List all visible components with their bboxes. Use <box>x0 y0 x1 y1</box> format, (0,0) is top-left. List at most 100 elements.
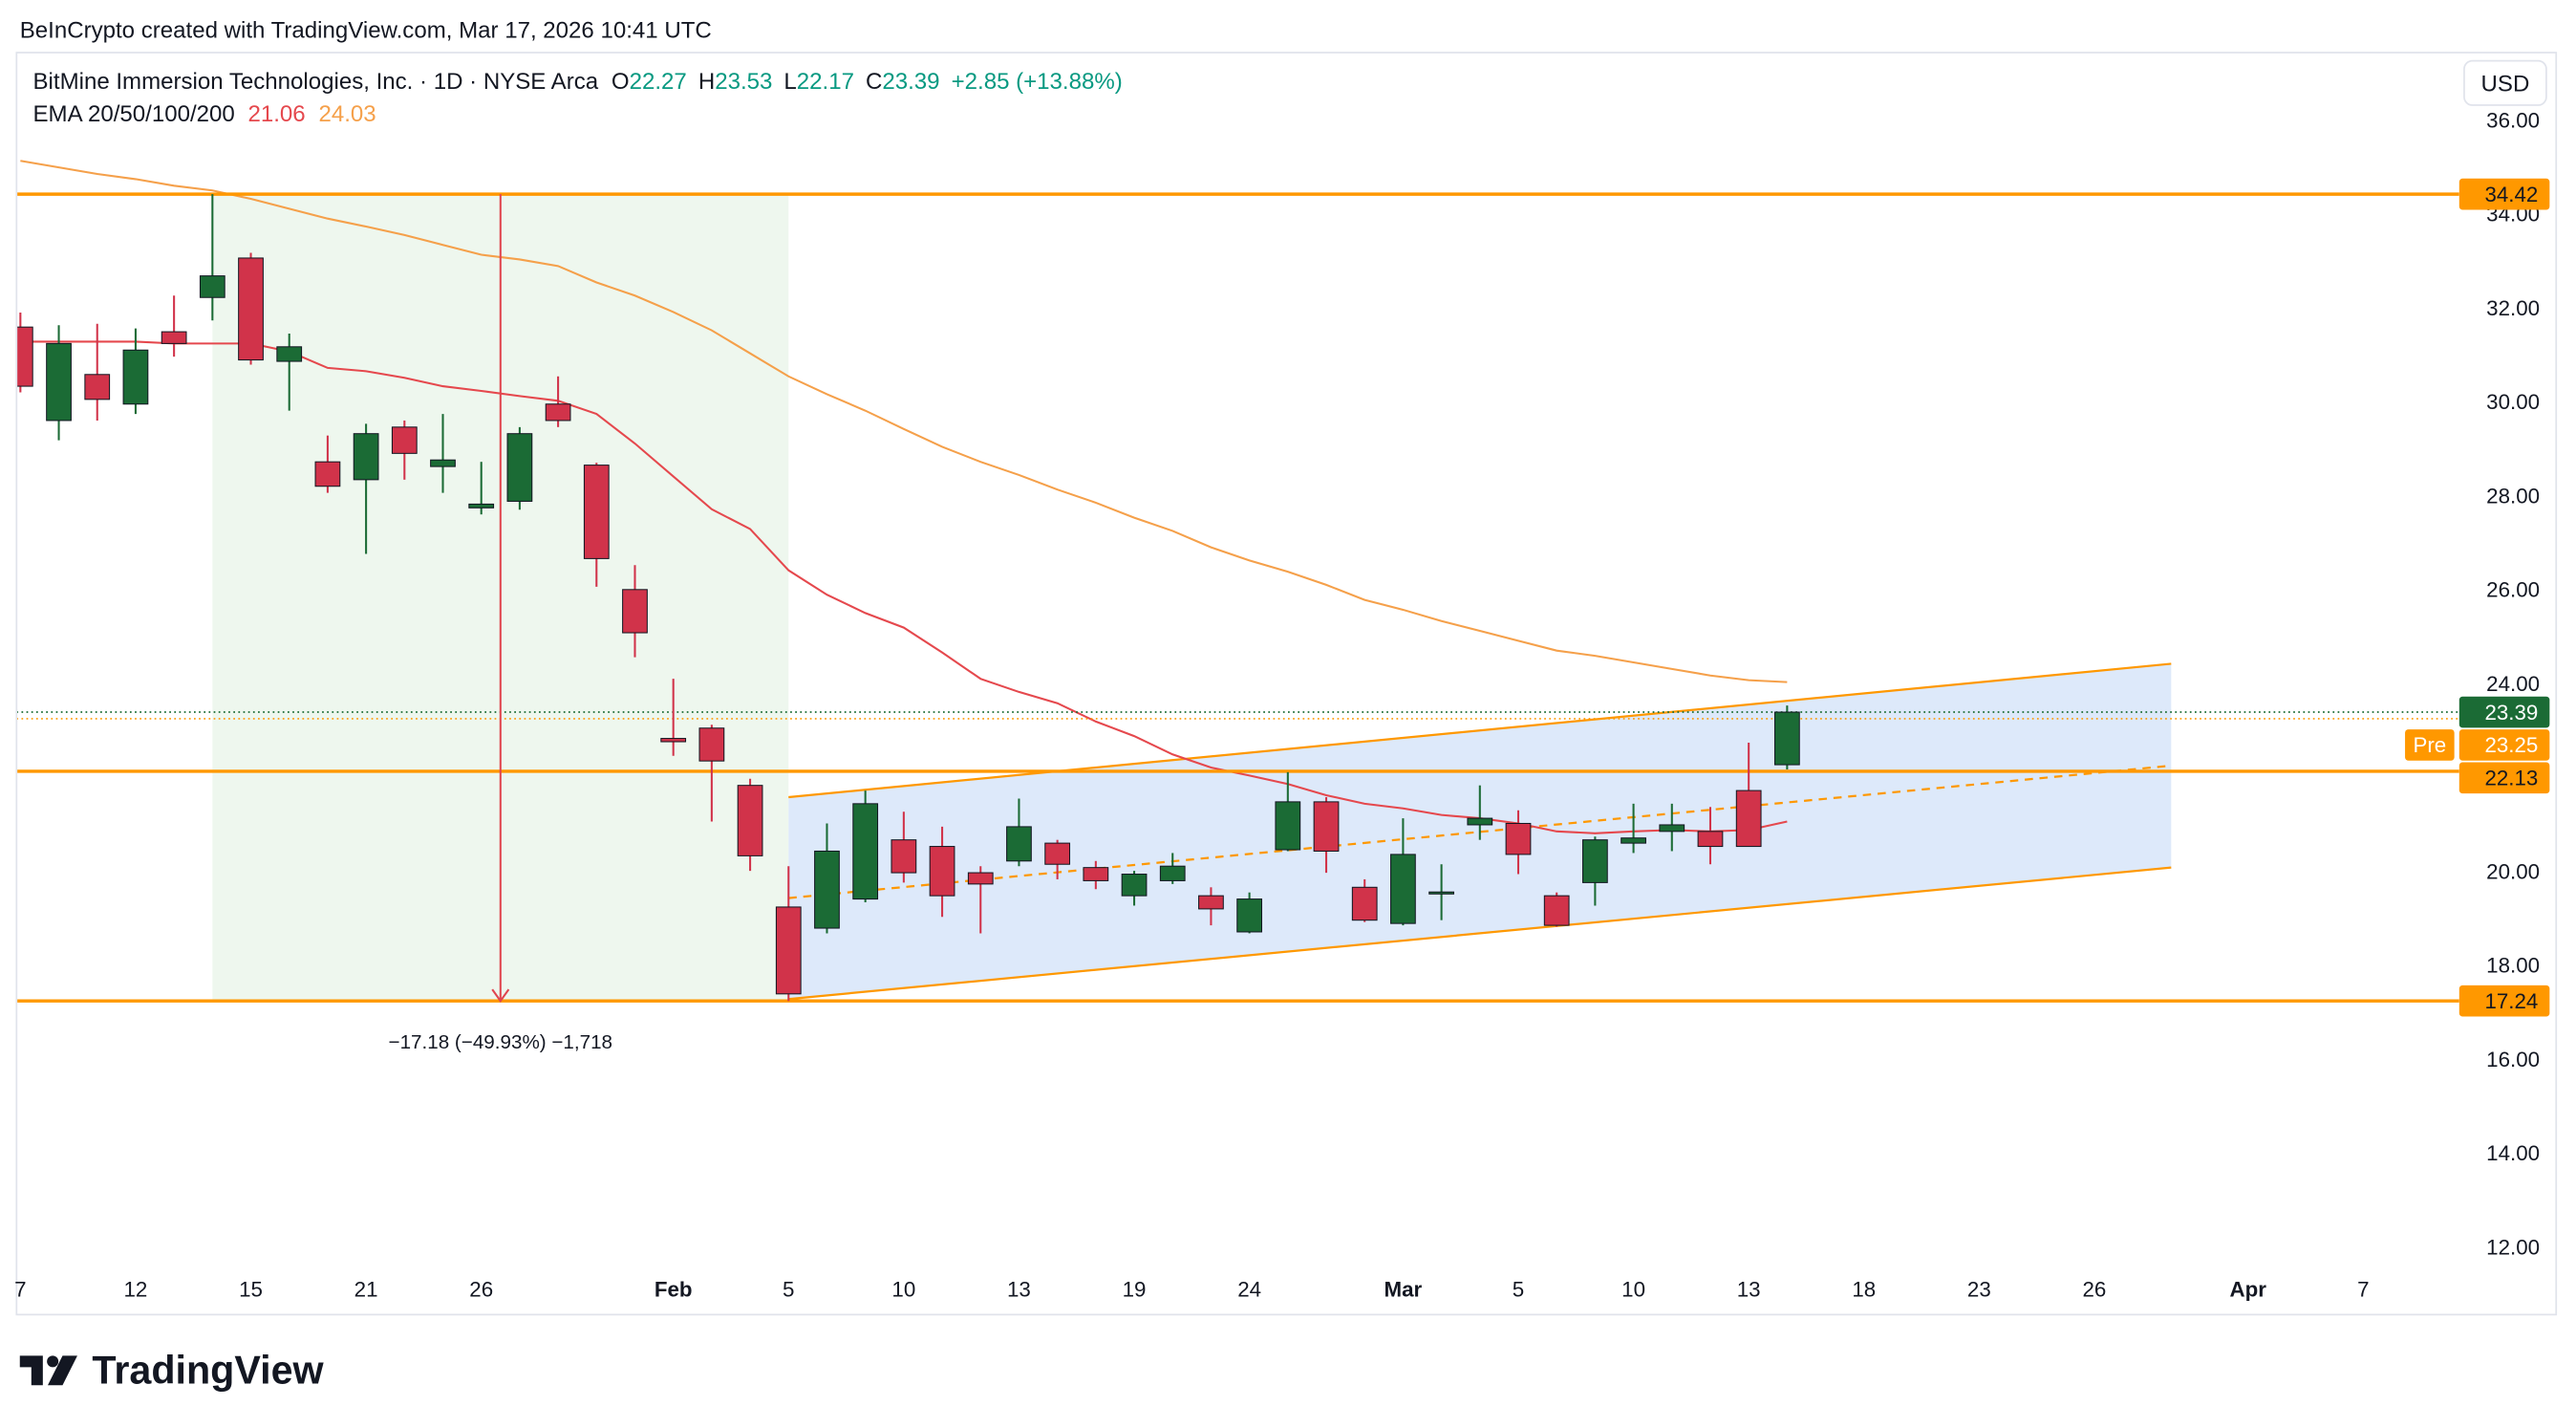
candle-body <box>1659 824 1685 833</box>
x-tick-label: Mar <box>1385 1277 1423 1301</box>
ema-line <box>20 160 1788 683</box>
y-tick-label: 24.00 <box>2486 672 2540 696</box>
x-tick-label: 24 <box>1237 1277 1261 1301</box>
chart-frame <box>15 52 2558 1316</box>
legend-row: EMA 20/50/100/200 21.06 24.03 <box>33 101 376 127</box>
x-tick-label: 13 <box>1007 1277 1031 1301</box>
channel-middle <box>788 764 2172 899</box>
candle-body <box>545 403 571 422</box>
logo-text: TradingView <box>92 1349 324 1393</box>
x-tick-label: 12 <box>124 1277 148 1301</box>
credit: BeInCrypto created with TradingView.com,… <box>20 18 712 44</box>
channel-upper <box>788 662 2172 799</box>
price-label: 17.24 <box>2484 989 2538 1013</box>
price-label-box <box>2458 696 2550 728</box>
x-tick-label: 5 <box>1513 1277 1524 1301</box>
legend-ema: EMA 20/50/100/200 <box>33 101 235 127</box>
candle-body <box>737 785 763 856</box>
price-label-box <box>2458 984 2550 1017</box>
x-tick-label: 7 <box>14 1277 26 1301</box>
candle-body <box>314 461 341 487</box>
legend-symbol: BitMine Immersion Technologies, Inc. · 1… <box>33 69 599 95</box>
price-label: 22.13 <box>2484 767 2538 790</box>
x-tick-label: 10 <box>891 1277 915 1301</box>
candle-body <box>1351 886 1378 921</box>
legend-prefix: L <box>784 69 796 95</box>
x-tick-label: 7 <box>2357 1277 2369 1301</box>
y-tick-label: 20.00 <box>2486 859 2540 883</box>
y-tick-label: 12.00 <box>2486 1235 2540 1259</box>
candle-body <box>1313 801 1340 852</box>
candle-body <box>122 349 149 405</box>
price-label-box <box>2458 178 2550 210</box>
currency-label[interactable]: USD <box>2481 71 2530 97</box>
legend-prefix: C <box>866 69 882 95</box>
y-tick-label: 18.00 <box>2486 954 2540 978</box>
candle-body <box>967 872 994 885</box>
y-tick-label: 32.00 <box>2486 296 2540 320</box>
y-tick-label: 26.00 <box>2486 578 2540 602</box>
candle-body <box>775 906 802 995</box>
x-tick-label: 5 <box>783 1277 794 1301</box>
candle-body <box>1697 831 1724 848</box>
candle-body <box>1159 865 1186 881</box>
candle-body <box>814 850 840 929</box>
legend-value: 23.39 <box>882 69 939 95</box>
price-label: 23.39 <box>2484 701 2538 725</box>
y-tick-label: 28.00 <box>2486 484 2540 508</box>
candle-body <box>1621 837 1646 844</box>
candle-body <box>84 374 111 400</box>
candle-body <box>929 846 955 897</box>
legend-prefix: O <box>612 69 630 95</box>
candle-body <box>238 257 264 361</box>
legend-ema-value: 24.03 <box>318 101 376 127</box>
price-label: 23.25 <box>2484 733 2538 757</box>
candle-body <box>1543 895 1570 926</box>
price-label-box <box>2458 762 2550 794</box>
ema-line <box>20 340 1788 834</box>
candle-body <box>468 503 495 508</box>
legend-row: BitMine Immersion Technologies, Inc. · 1… <box>33 69 1123 95</box>
candle-body <box>506 433 533 502</box>
price-label: 34.42 <box>2484 183 2538 206</box>
legend-value: 22.27 <box>630 69 687 95</box>
candle-body <box>353 433 379 481</box>
plot-area <box>16 160 2459 1003</box>
candle-body <box>1582 839 1608 883</box>
legend-ema-value: 21.06 <box>248 101 306 127</box>
candle-body <box>16 326 33 387</box>
candle-body <box>622 589 648 634</box>
legend-change: +2.85 (+13.88%) <box>952 69 1123 95</box>
candle-body <box>1467 817 1493 826</box>
y-tick-label: 16.00 <box>2486 1048 2540 1071</box>
candle-body <box>1083 867 1109 881</box>
pre-box <box>2405 729 2455 761</box>
x-tick-label: 19 <box>1123 1277 1147 1301</box>
legend-value: 23.53 <box>715 69 772 95</box>
candle-body <box>698 727 725 762</box>
measure-label: −17.18 (−49.93%) −1,718 <box>389 1031 613 1053</box>
candle-body <box>891 839 917 874</box>
candle-body <box>1735 790 1762 848</box>
candle-body <box>1198 895 1224 910</box>
x-tick-label: Apr <box>2229 1277 2266 1301</box>
channel-lower <box>788 866 2172 1001</box>
plot-layer <box>16 160 2459 1003</box>
candle-body <box>391 426 418 454</box>
x-tick-label: 18 <box>1852 1277 1876 1301</box>
x-tick-label: 26 <box>469 1277 493 1301</box>
candle-body <box>583 465 610 559</box>
candle-body <box>852 803 879 900</box>
candle-body <box>1006 826 1032 862</box>
pre-label: Pre <box>2413 733 2446 757</box>
logo-mark <box>19 1355 43 1386</box>
y-tick-label: 14.00 <box>2486 1141 2540 1165</box>
x-tick-label: Feb <box>655 1277 693 1301</box>
candle-body <box>1390 854 1416 924</box>
x-tick-label: 26 <box>2083 1277 2107 1301</box>
currency-button[interactable] <box>2463 59 2547 106</box>
legend-value: 22.17 <box>797 69 854 95</box>
price-label-box <box>2458 729 2550 761</box>
logo-slash <box>47 1355 77 1386</box>
